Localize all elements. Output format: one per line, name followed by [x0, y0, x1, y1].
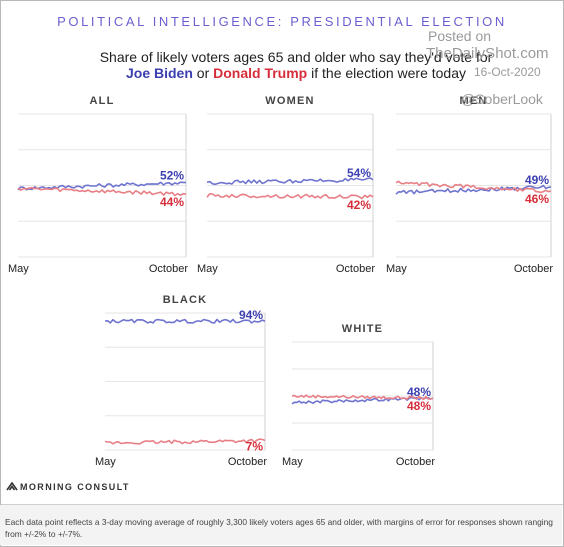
- chart-subtitle-line2: Joe Biden or Donald Trump if the electio…: [0, 65, 564, 81]
- x-tick-label: October: [396, 456, 435, 468]
- series-line-trump: [291, 394, 434, 401]
- x-tick-label: October: [336, 263, 375, 275]
- x-tick-label: October: [514, 263, 553, 275]
- series-line-trump: [17, 186, 187, 197]
- watermark-handle: @SoberLook: [461, 91, 543, 107]
- legend-connector: or: [192, 65, 214, 81]
- legend-biden: Joe Biden: [125, 65, 193, 81]
- series-line-biden: [206, 177, 374, 186]
- brand-name: MORNING CONSULT: [20, 482, 130, 492]
- watermark-date: 16-Oct-2020: [474, 65, 541, 79]
- data-label-biden: 49%: [525, 173, 549, 187]
- series-line-biden: [104, 318, 266, 324]
- data-label-trump: 42%: [347, 198, 371, 212]
- data-label-trump: 44%: [160, 195, 184, 209]
- morning-consult-logo-icon: [6, 481, 18, 491]
- panel-title: MEN: [459, 95, 487, 107]
- watermark-site: TheDailyShot.com: [426, 45, 549, 62]
- series-line-trump: [206, 193, 374, 200]
- data-label-biden: 54%: [347, 166, 371, 180]
- panel-men: MEN May October 49% 46%: [386, 95, 553, 275]
- x-tick-label: May: [282, 456, 303, 468]
- x-tick-label: October: [228, 456, 267, 468]
- legend-trump: Donald Trump: [213, 65, 308, 81]
- data-label-trump: 48%: [407, 399, 431, 413]
- x-tick-label: May: [197, 263, 218, 275]
- panel-all: ALL May October 52% 44%: [8, 95, 188, 275]
- panel-title: ALL: [90, 95, 115, 107]
- x-tick-label: May: [386, 263, 407, 275]
- data-label-biden: 48%: [407, 385, 431, 399]
- subtitle-end: if the election were today: [307, 65, 467, 81]
- panel-women: WOMEN May October 54% 42%: [197, 95, 375, 275]
- chart-subtitle: Share of likely voters ages 65 and older…: [99, 49, 493, 65]
- series-line-biden: [291, 396, 434, 405]
- data-label-biden: 94%: [239, 308, 263, 322]
- watermark-posted-on: Posted on: [428, 28, 492, 44]
- panel-white: WHITE May October 48%48%: [282, 323, 435, 468]
- x-tick-label: October: [149, 263, 188, 275]
- panel-title: BLACK: [163, 294, 208, 306]
- series-line-trump: [104, 438, 266, 445]
- footnote: Each data point reflects a 3-day moving …: [5, 517, 553, 539]
- x-tick-label: May: [95, 456, 116, 468]
- panel-title: WOMEN: [265, 95, 314, 107]
- x-tick-label: May: [8, 263, 29, 275]
- chart-kicker: POLITICAL INTELLIGENCE: PRESIDENTIAL ELE…: [57, 14, 507, 29]
- footer-divider: [1, 504, 563, 505]
- panel-title: WHITE: [342, 323, 383, 335]
- series-line-trump: [395, 180, 552, 194]
- data-label-trump: 46%: [525, 192, 549, 206]
- footnote-area: [0, 505, 562, 545]
- panel-black: BLACK May October 94% 7%: [95, 294, 267, 468]
- data-label-trump: 7%: [246, 439, 264, 453]
- series-line-biden: [395, 184, 552, 195]
- data-label-biden: 52%: [160, 169, 184, 183]
